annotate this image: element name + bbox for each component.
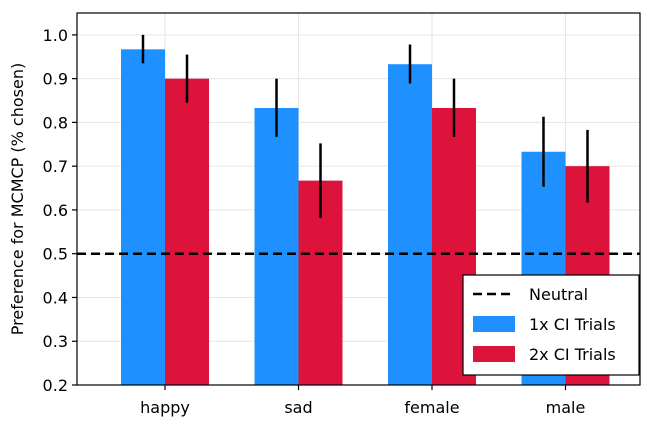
x-tick-label-male: male <box>546 398 586 417</box>
x-tick-label-happy: happy <box>140 398 190 417</box>
legend-swatch-series-2 <box>473 346 515 362</box>
legend-label-series-1: 1x CI Trials <box>529 315 616 334</box>
labels-layer: 0.2 0.3 0.4 0.5 0.6 0.7 0.8 0.9 1.0 happy sad femal… <box>8 26 585 417</box>
legend: Neutral 1x CI Trials 2x CI Trials <box>462 274 640 376</box>
bar-series-1-sad <box>254 107 299 385</box>
legend-swatch-series-1 <box>473 316 515 332</box>
y-tick-label: 0.8 <box>43 113 68 132</box>
legend-label-series-2: 2x CI Trials <box>529 345 616 364</box>
y-tick-label: 0.2 <box>43 376 68 395</box>
axes-layer <box>72 12 641 390</box>
y-tick-label: 0.7 <box>43 157 68 176</box>
x-tick-label-female: female <box>404 398 459 417</box>
bar-series-1-female <box>388 64 432 385</box>
error-bars-layer <box>141 34 589 218</box>
y-tick-label: 0.5 <box>43 245 68 264</box>
legend-label-neutral: Neutral <box>529 285 588 304</box>
y-tick-label: 0.3 <box>43 332 68 351</box>
y-tick-label: 1.0 <box>43 26 68 45</box>
y-tick-label: 0.9 <box>43 70 68 89</box>
y-tick-label: 0.4 <box>43 288 68 307</box>
bar-series-1-happy <box>121 49 165 385</box>
plot-frame <box>76 12 641 386</box>
y-tick-label: 0.6 <box>43 201 68 220</box>
y-axis-title: Preference for MCMCP (% chosen) <box>8 63 27 335</box>
bar-series-2-happy <box>165 78 209 385</box>
x-tick-label-sad: sad <box>284 398 312 417</box>
